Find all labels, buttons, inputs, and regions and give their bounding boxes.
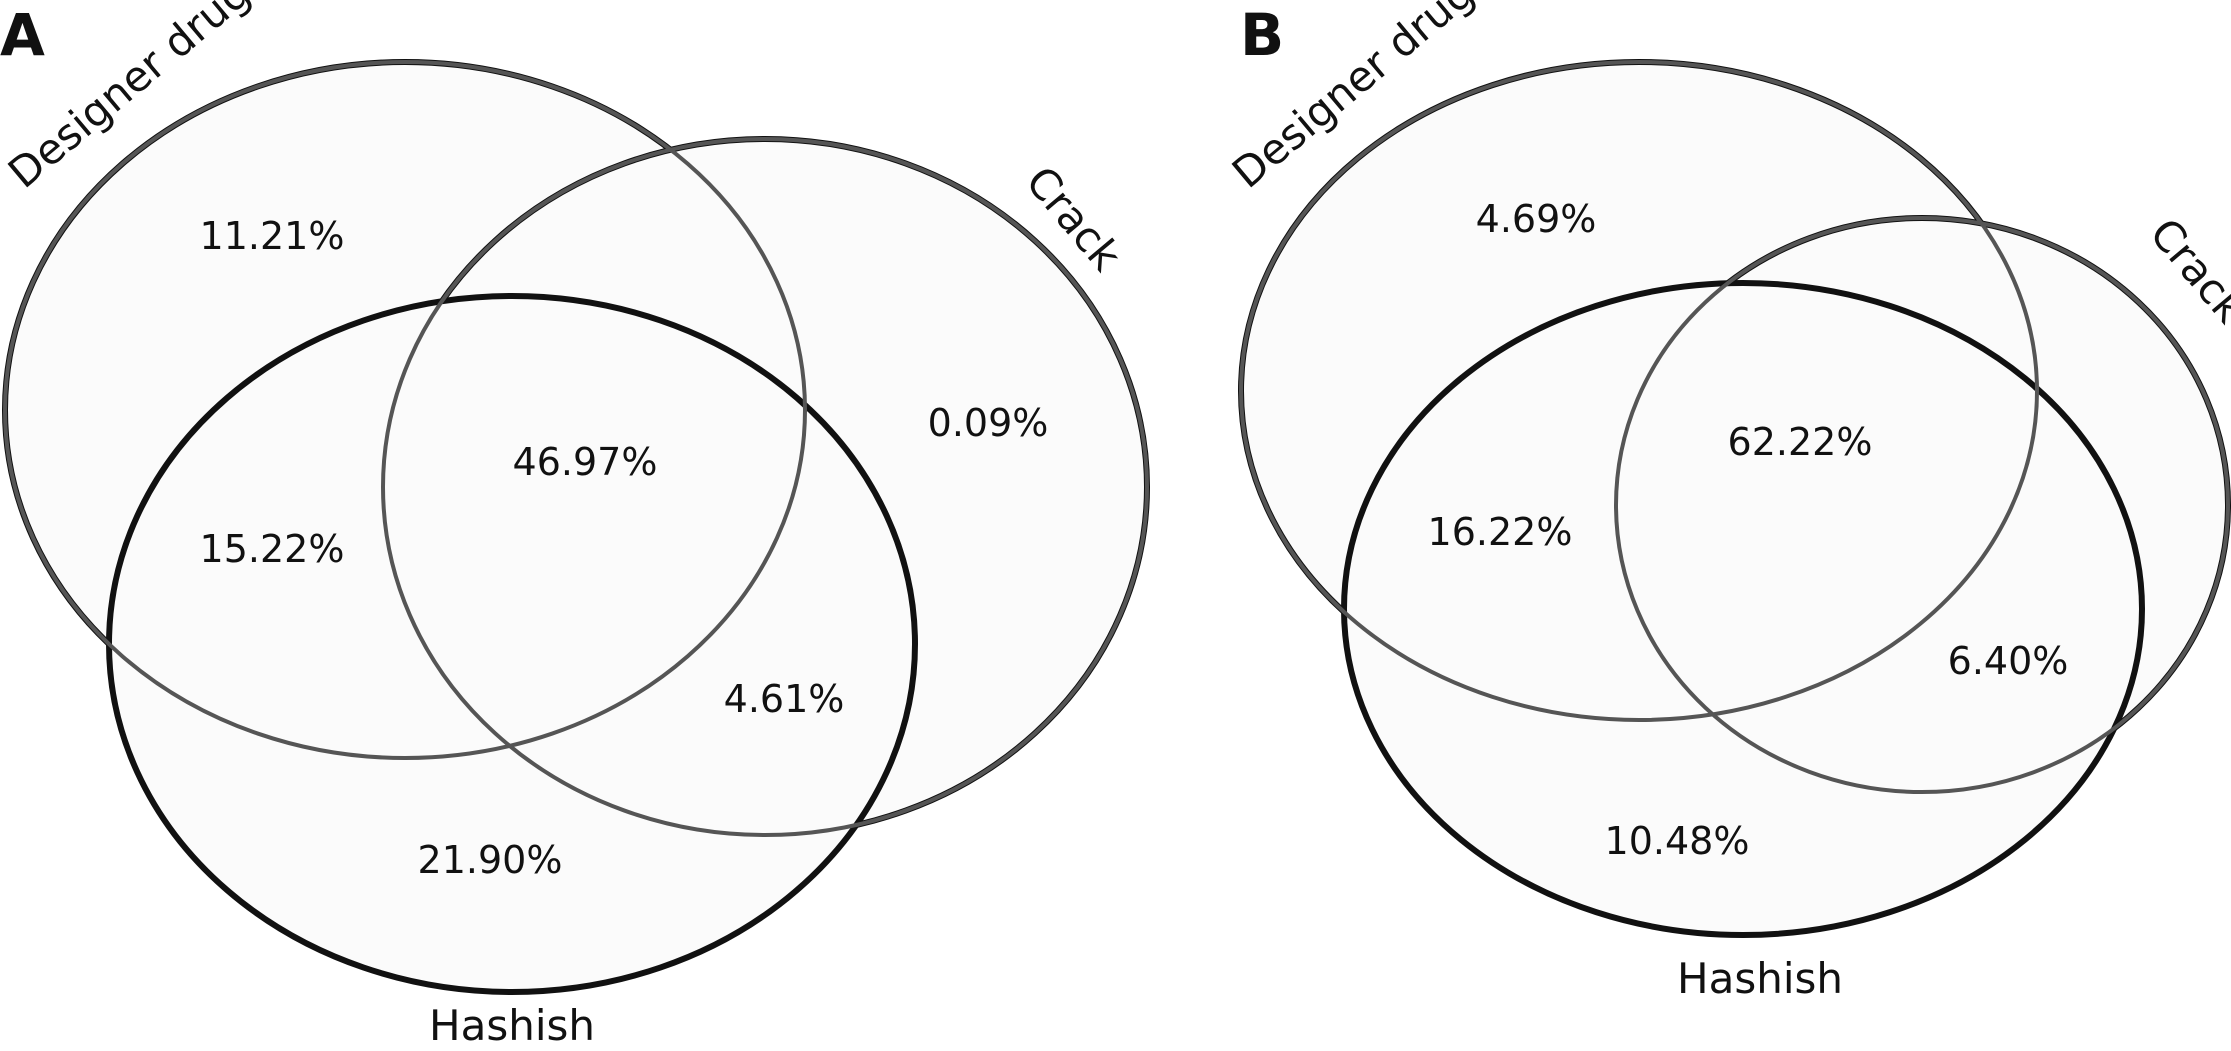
panel-b-hashish-only-value: 10.48% [1605, 819, 1750, 863]
panel-a-designer-hashish-value: 15.22% [200, 527, 345, 571]
panel-b-all-three-value: 62.22% [1728, 420, 1873, 464]
panel-a-crack-hashish-value: 4.61% [724, 677, 845, 721]
panel-b-crack-inner-outline [1614, 216, 2230, 794]
panel-b-designer-only-value: 4.69% [1476, 197, 1597, 241]
panel-a-all-three-value: 46.97% [513, 440, 658, 484]
panel-a-hashish-ellipse [106, 293, 918, 995]
panel-b-hashish-label: Hashish [1677, 954, 1843, 1003]
panel-a: A Designer drugs Crack Hashish 11.21% 0.… [0, 0, 1150, 1050]
panel-b-letter: B [1240, 1, 1284, 69]
panel-b: B Designer drugs Crack Hashish 4.69% 62.… [1223, 0, 2231, 1003]
panel-b-designer-drugs-inner-outline [1239, 60, 2039, 722]
panel-a-designer-only-value: 11.21% [200, 214, 345, 258]
panel-a-hashish-only-value: 21.90% [418, 838, 563, 882]
panel-b-designer-hashish-value: 16.22% [1428, 510, 1573, 554]
panel-a-designer-drugs-inner-outline [3, 60, 807, 760]
panel-b-hashish-ellipse [1341, 280, 2145, 938]
panel-a-crack-inner-outline [381, 137, 1149, 837]
panel-a-crack-only-value: 0.09% [928, 401, 1049, 445]
panel-a-hashish-label: Hashish [429, 1001, 595, 1050]
panel-a-letter: A [0, 1, 45, 69]
panel-b-crack-hashish-value: 6.40% [1948, 639, 2069, 683]
